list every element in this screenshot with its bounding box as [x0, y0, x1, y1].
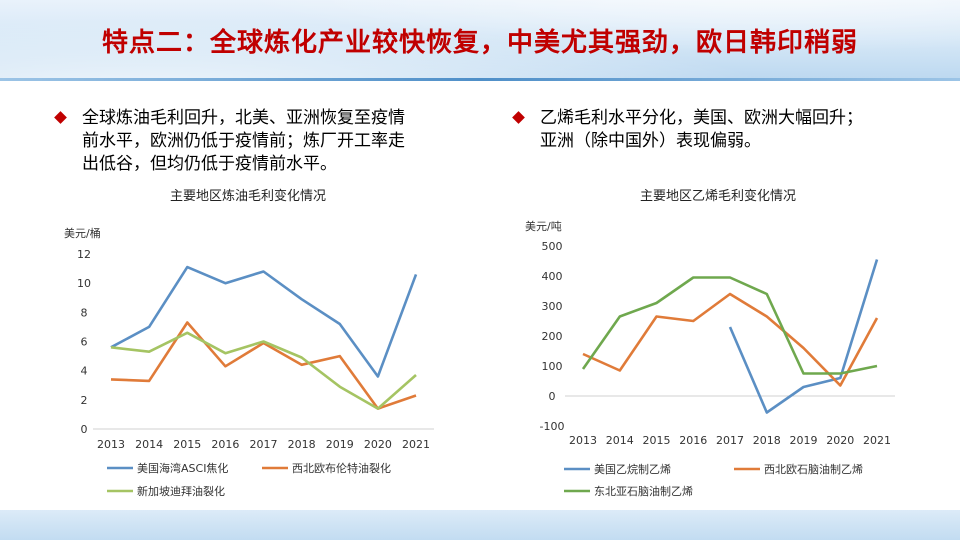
refining-chart-title: 主要地区炼油毛利变化情况 [170, 188, 326, 204]
bullet-ethylene: 乙烯毛利水平分化，美国、欧洲大幅回升； 亚洲（除中国外）表现偏弱。 [512, 107, 934, 153]
refining-series-line-3 [110, 331, 417, 410]
ethylene-y-tick-label: -100 [540, 420, 565, 433]
ethylene-y-tick-label: 400 [542, 270, 563, 283]
refining-legend-label-1: 美国海湾ASCI焦化 [137, 461, 228, 475]
bullet-ethylene-line-2: 亚洲（除中国外）表现偏弱。 [540, 131, 761, 151]
ethylene-x-tick-label: 2021 [863, 434, 891, 447]
refining-x-tick-label: 2018 [288, 438, 316, 451]
ethylene-chart-title: 主要地区乙烯毛利变化情况 [640, 188, 796, 204]
refining-x-tick-label: 2017 [250, 438, 278, 451]
bullet-refining-line-1: 全球炼油毛利回升，北美、亚洲恢复至疫情 [82, 108, 405, 128]
refining-x-tick-label: 2013 [97, 438, 125, 451]
refining-y-tick-label: 0 [81, 423, 88, 436]
refining-y-tick-label: 6 [81, 336, 88, 349]
refining-y-tick-label: 12 [77, 248, 91, 261]
slide-title: 特点二：全球炼化产业较快恢复，中美尤其强劲，欧日韩印稍弱 [101, 28, 858, 58]
ethylene-x-tick-label: 2018 [753, 434, 781, 447]
ethylene-x-tick-label: 2013 [569, 434, 597, 447]
ethylene-x-tick-label: 2016 [679, 434, 707, 447]
refining-legend-label-2: 西北欧布伦特油裂化 [292, 461, 391, 475]
ethylene-legend-label-2: 西北欧石脑油制乙烯 [764, 462, 863, 476]
refining-legend-label-3: 新加坡迪拜油裂化 [137, 484, 225, 498]
refining-x-tick-label: 2020 [364, 438, 392, 451]
ethylene-series-line-3 [581, 276, 878, 375]
refining-series-line-2 [110, 321, 417, 410]
ethylene-x-tick-label: 2019 [790, 434, 818, 447]
bullet-refining-line-2: 前水平，欧洲仍低于疫情前；炼厂开工率走 [82, 131, 405, 151]
ethylene-y-tick-label: 200 [542, 330, 563, 343]
refining-y-tick-label: 4 [81, 365, 88, 378]
ethylene-legend-label-1: 美国乙烷制乙烯 [594, 462, 671, 476]
refining-x-tick-label: 2015 [173, 438, 201, 451]
ethylene-series-line-2 [582, 292, 879, 387]
ethylene-x-tick-label: 2020 [826, 434, 854, 447]
ethylene-y-axis-label: 美元/吨 [525, 220, 562, 233]
ethylene-x-tick-label: 2015 [643, 434, 671, 447]
footer-band [0, 510, 960, 540]
refining-y-tick-label: 8 [81, 306, 88, 319]
ethylene-x-tick-label: 2014 [606, 434, 634, 447]
refining-x-tick-label: 2016 [211, 438, 239, 451]
ethylene-x-tick-label: 2017 [716, 434, 744, 447]
header-band [0, 0, 960, 80]
bullet-refining-line-3: 出低谷，但均仍低于疫情前水平。 [82, 154, 337, 174]
ethylene-y-tick-label: 0 [549, 390, 556, 403]
header-divider [0, 78, 960, 81]
ethylene-series-line-1 [728, 259, 879, 414]
refining-x-tick-label: 2019 [326, 438, 354, 451]
refining-y-tick-label: 10 [77, 277, 91, 290]
refining-y-axis-label: 美元/桶 [64, 226, 101, 240]
refining-series-line-1 [110, 265, 418, 378]
ethylene-y-tick-label: 300 [542, 300, 563, 313]
bullet-refining: 全球炼油毛利回升，北美、亚洲恢复至疫情 前水平，欧洲仍低于疫情前；炼厂开工率走 … [54, 107, 456, 176]
refining-y-tick-label: 2 [81, 394, 88, 407]
ethylene-y-tick-label: 500 [542, 240, 563, 253]
bullet-ethylene-line-1: 乙烯毛利水平分化，美国、欧洲大幅回升； [540, 108, 863, 128]
ethylene-legend-label-3: 东北亚石脑油制乙烯 [594, 484, 693, 498]
refining-x-tick-label: 2021 [402, 438, 430, 451]
refining-x-tick-label: 2014 [135, 438, 163, 451]
ethylene-y-tick-label: 100 [542, 360, 563, 373]
